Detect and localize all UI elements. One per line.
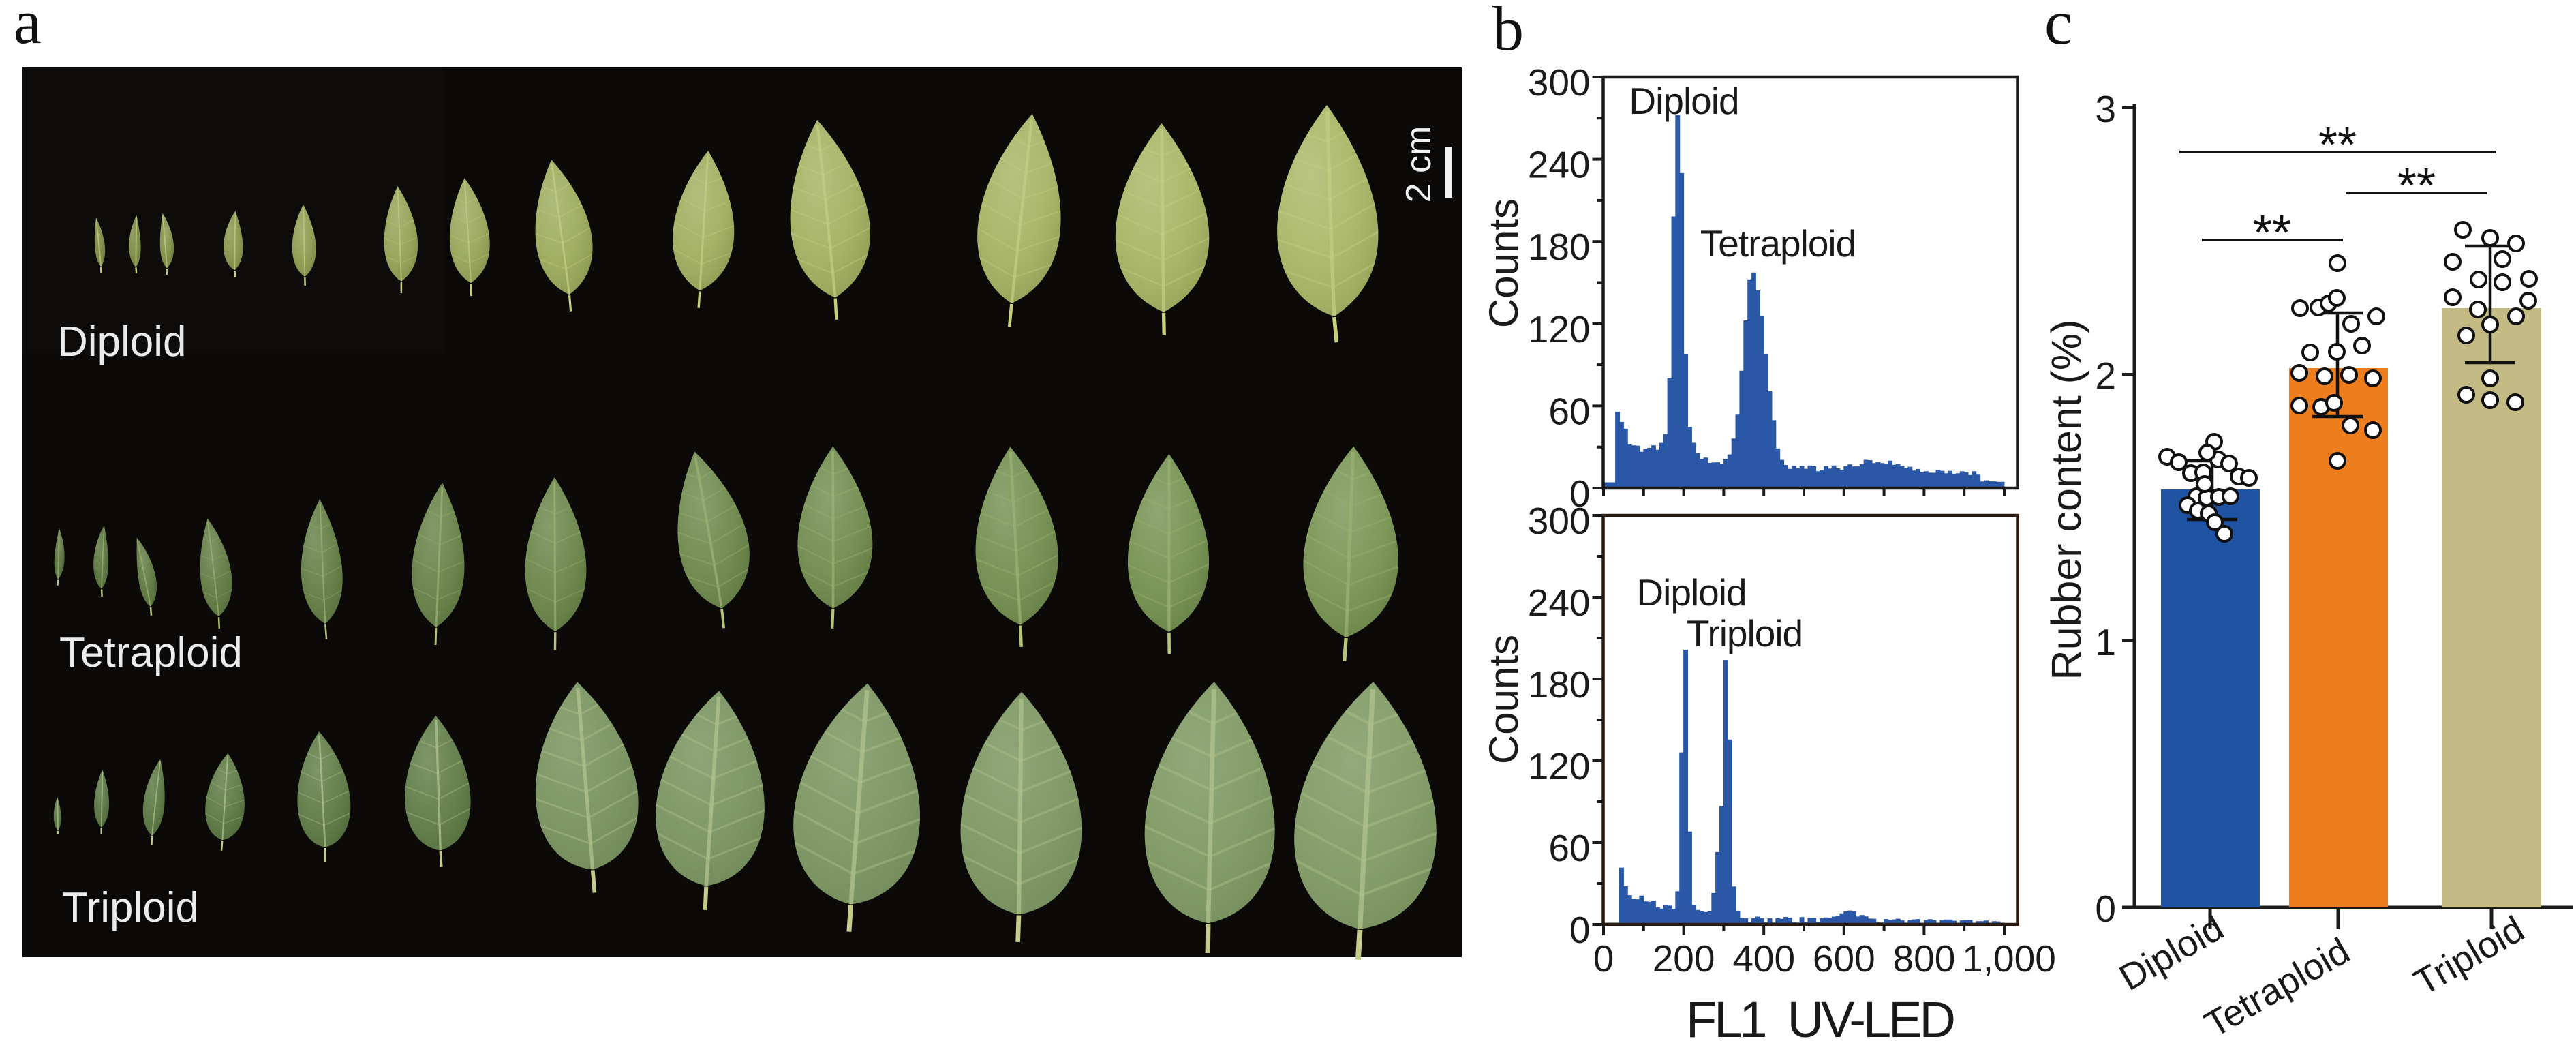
svg-text:180: 180 (1528, 226, 1591, 268)
svg-text:60: 60 (1548, 827, 1590, 869)
svg-text:800: 800 (1893, 937, 1956, 980)
svg-text:0: 0 (1593, 937, 1614, 980)
svg-text:**: ** (2397, 159, 2436, 213)
svg-text:Triploid: Triploid (2407, 908, 2531, 1003)
svg-text:1,000: 1,000 (1962, 937, 2056, 980)
svg-text:300: 300 (1528, 61, 1591, 104)
svg-text:Tetraploid: Tetraploid (59, 629, 243, 676)
svg-text:2 cm: 2 cm (1399, 126, 1439, 203)
svg-text:**: ** (2253, 206, 2291, 260)
svg-text:Tetraploid: Tetraploid (1700, 222, 1856, 265)
svg-text:FL1 UV-LED: FL1 UV-LED (1686, 991, 1954, 1041)
svg-text:Counts: Counts (1481, 635, 1527, 764)
svg-text:400: 400 (1732, 937, 1795, 980)
svg-text:Rubber content (%): Rubber content (%) (2043, 320, 2089, 680)
svg-text:60: 60 (1548, 390, 1590, 432)
svg-text:240: 240 (1528, 582, 1591, 624)
svg-text:120: 120 (1528, 745, 1591, 787)
svg-text:0: 0 (1569, 472, 1591, 515)
svg-text:3: 3 (2095, 88, 2116, 130)
svg-text:Triploid: Triploid (62, 884, 199, 931)
svg-text:2: 2 (2095, 354, 2116, 397)
svg-text:c: c (2044, 0, 2072, 57)
svg-text:Triploid: Triploid (1687, 612, 1803, 654)
svg-text:Diploid: Diploid (1629, 80, 1738, 122)
svg-text:240: 240 (1528, 144, 1591, 186)
svg-text:Diploid: Diploid (1636, 571, 1746, 614)
svg-text:300: 300 (1528, 500, 1591, 542)
svg-text:1: 1 (2095, 621, 2116, 663)
svg-text:0: 0 (1569, 909, 1591, 951)
svg-text:120: 120 (1528, 308, 1591, 350)
svg-text:180: 180 (1528, 663, 1591, 706)
svg-text:**: ** (2318, 118, 2357, 172)
svg-text:600: 600 (1813, 937, 1875, 980)
svg-text:b: b (1492, 0, 1524, 63)
svg-text:Diploid: Diploid (2113, 907, 2230, 999)
svg-text:0: 0 (2095, 888, 2116, 930)
svg-text:Counts: Counts (1481, 198, 1527, 328)
svg-text:200: 200 (1653, 937, 1715, 980)
svg-text:Diploid: Diploid (57, 318, 187, 365)
svg-text:a: a (14, 0, 42, 57)
